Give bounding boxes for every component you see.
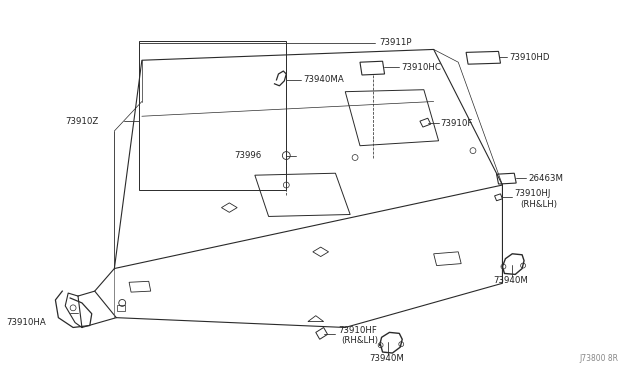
Text: J73800 8R: J73800 8R — [579, 355, 618, 363]
Text: 73910HC: 73910HC — [401, 62, 441, 72]
Text: (RH&LH): (RH&LH) — [520, 200, 557, 209]
Text: 73940MA: 73940MA — [303, 76, 344, 84]
Text: 73911P: 73911P — [380, 38, 412, 47]
Text: 73910HF: 73910HF — [339, 326, 377, 335]
Text: (RH&LH): (RH&LH) — [341, 336, 378, 345]
Text: 73910HJ: 73910HJ — [515, 189, 550, 198]
Text: 73910HA: 73910HA — [6, 318, 45, 327]
Bar — [139, 41, 286, 190]
Text: 73940M: 73940M — [369, 355, 404, 363]
Bar — [117, 305, 125, 311]
Text: 26463M: 26463M — [528, 174, 563, 183]
Text: 73910HD: 73910HD — [509, 53, 550, 62]
Text: 73910Z: 73910Z — [65, 117, 99, 126]
Text: 73996: 73996 — [234, 151, 262, 160]
Text: 73940M: 73940M — [493, 276, 528, 285]
Text: 73910F: 73910F — [440, 119, 473, 128]
